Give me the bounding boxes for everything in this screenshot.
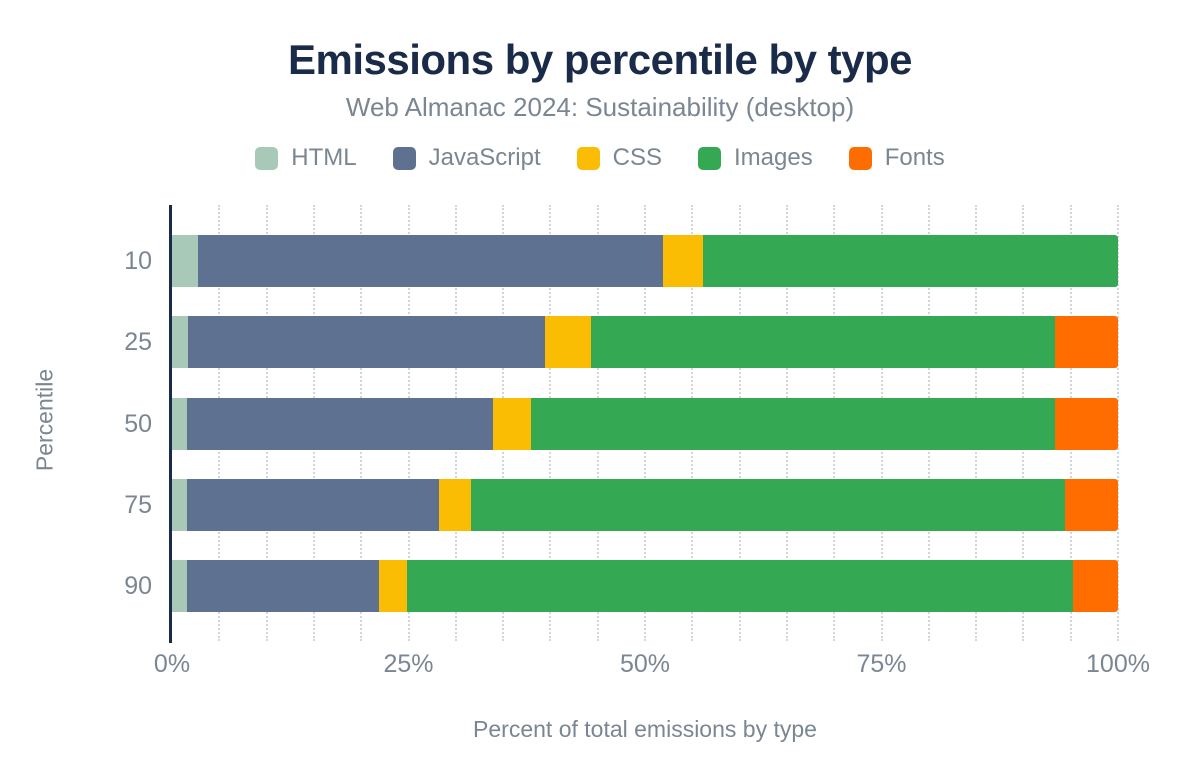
bar-segment-images-p50[interactable] <box>530 397 1055 450</box>
y-axis-line <box>169 205 172 643</box>
bar-segment-html-p75[interactable] <box>172 478 188 531</box>
gridline <box>1117 205 1119 641</box>
bar-segment-fonts-p90[interactable] <box>1072 560 1118 613</box>
bar-segment-images-p10[interactable] <box>702 235 1118 287</box>
legend-item-javascript[interactable]: JavaScript <box>392 144 541 172</box>
legend-swatch-html <box>255 146 279 170</box>
legend-item-fonts[interactable]: Fonts <box>848 144 945 172</box>
legend-label: Images <box>734 144 813 171</box>
bar-segment-html-p10[interactable] <box>172 235 199 287</box>
bar-segment-css-p90[interactable] <box>379 560 407 613</box>
bar-segment-images-p25[interactable] <box>591 316 1055 369</box>
legend: HTML JavaScript CSS Images Fonts <box>0 144 1200 172</box>
y-tick-label: 50 <box>124 409 152 438</box>
plot-area <box>172 205 1119 641</box>
chart-subtitle: Web Almanac 2024: Sustainability (deskto… <box>345 92 855 122</box>
x-tick-label: 25% <box>383 650 434 678</box>
bar-segment-javascript-p10[interactable] <box>198 235 663 287</box>
legend-item-html[interactable]: HTML <box>255 144 357 172</box>
bar-segment-javascript-p75[interactable] <box>187 478 439 531</box>
legend-label: CSS <box>612 144 662 171</box>
legend-swatch-fonts <box>848 146 872 170</box>
legend-label: JavaScript <box>428 144 541 171</box>
legend-swatch-images <box>698 146 721 170</box>
bar-row-p25 <box>172 316 1118 369</box>
bar-segment-images-p75[interactable] <box>470 478 1065 531</box>
bar-row-p90 <box>172 560 1118 613</box>
legend-swatch-javascript <box>392 146 416 170</box>
bar-segment-images-p90[interactable] <box>406 560 1073 613</box>
legend-item-css[interactable]: CSS <box>576 144 662 172</box>
x-tick-label: 75% <box>856 650 907 678</box>
bar-segment-css-p25[interactable] <box>544 316 592 369</box>
legend-label: HTML <box>291 144 357 171</box>
bar-row-p50 <box>172 397 1118 450</box>
y-tick-label: 75 <box>124 490 152 519</box>
bar-segment-css-p75[interactable] <box>438 478 471 531</box>
x-tick-label: 50% <box>619 650 671 678</box>
bar-segment-javascript-p25[interactable] <box>188 316 545 369</box>
bar-row-p75 <box>172 478 1118 531</box>
bar-segment-html-p90[interactable] <box>172 560 188 613</box>
bar-segment-javascript-p90[interactable] <box>187 560 380 613</box>
bar-segment-javascript-p50[interactable] <box>187 397 493 450</box>
x-tick-label: 100% <box>1086 650 1150 678</box>
x-axis-title: Percent of total emissions by type <box>473 716 817 742</box>
legend-item-images[interactable]: Images <box>698 144 813 172</box>
bar-segment-css-p50[interactable] <box>492 397 531 450</box>
bar-segment-fonts-p75[interactable] <box>1064 478 1118 531</box>
bar-segment-html-p50[interactable] <box>172 397 188 450</box>
legend-label: Fonts <box>884 144 945 171</box>
y-tick-label: 10 <box>124 247 152 275</box>
bar-row-p10 <box>172 235 1118 287</box>
legend-swatch-css <box>576 146 600 170</box>
x-tick-label: 0% <box>153 650 191 678</box>
bar-segment-fonts-p50[interactable] <box>1054 397 1118 450</box>
bar-segment-html-p25[interactable] <box>172 316 189 369</box>
y-tick-label: 25 <box>124 328 152 357</box>
chart-title: Emissions by percentile by type <box>287 36 913 83</box>
bar-segment-css-p10[interactable] <box>662 235 703 287</box>
y-tick-label: 90 <box>124 572 152 601</box>
bar-segment-fonts-p25[interactable] <box>1054 316 1118 369</box>
